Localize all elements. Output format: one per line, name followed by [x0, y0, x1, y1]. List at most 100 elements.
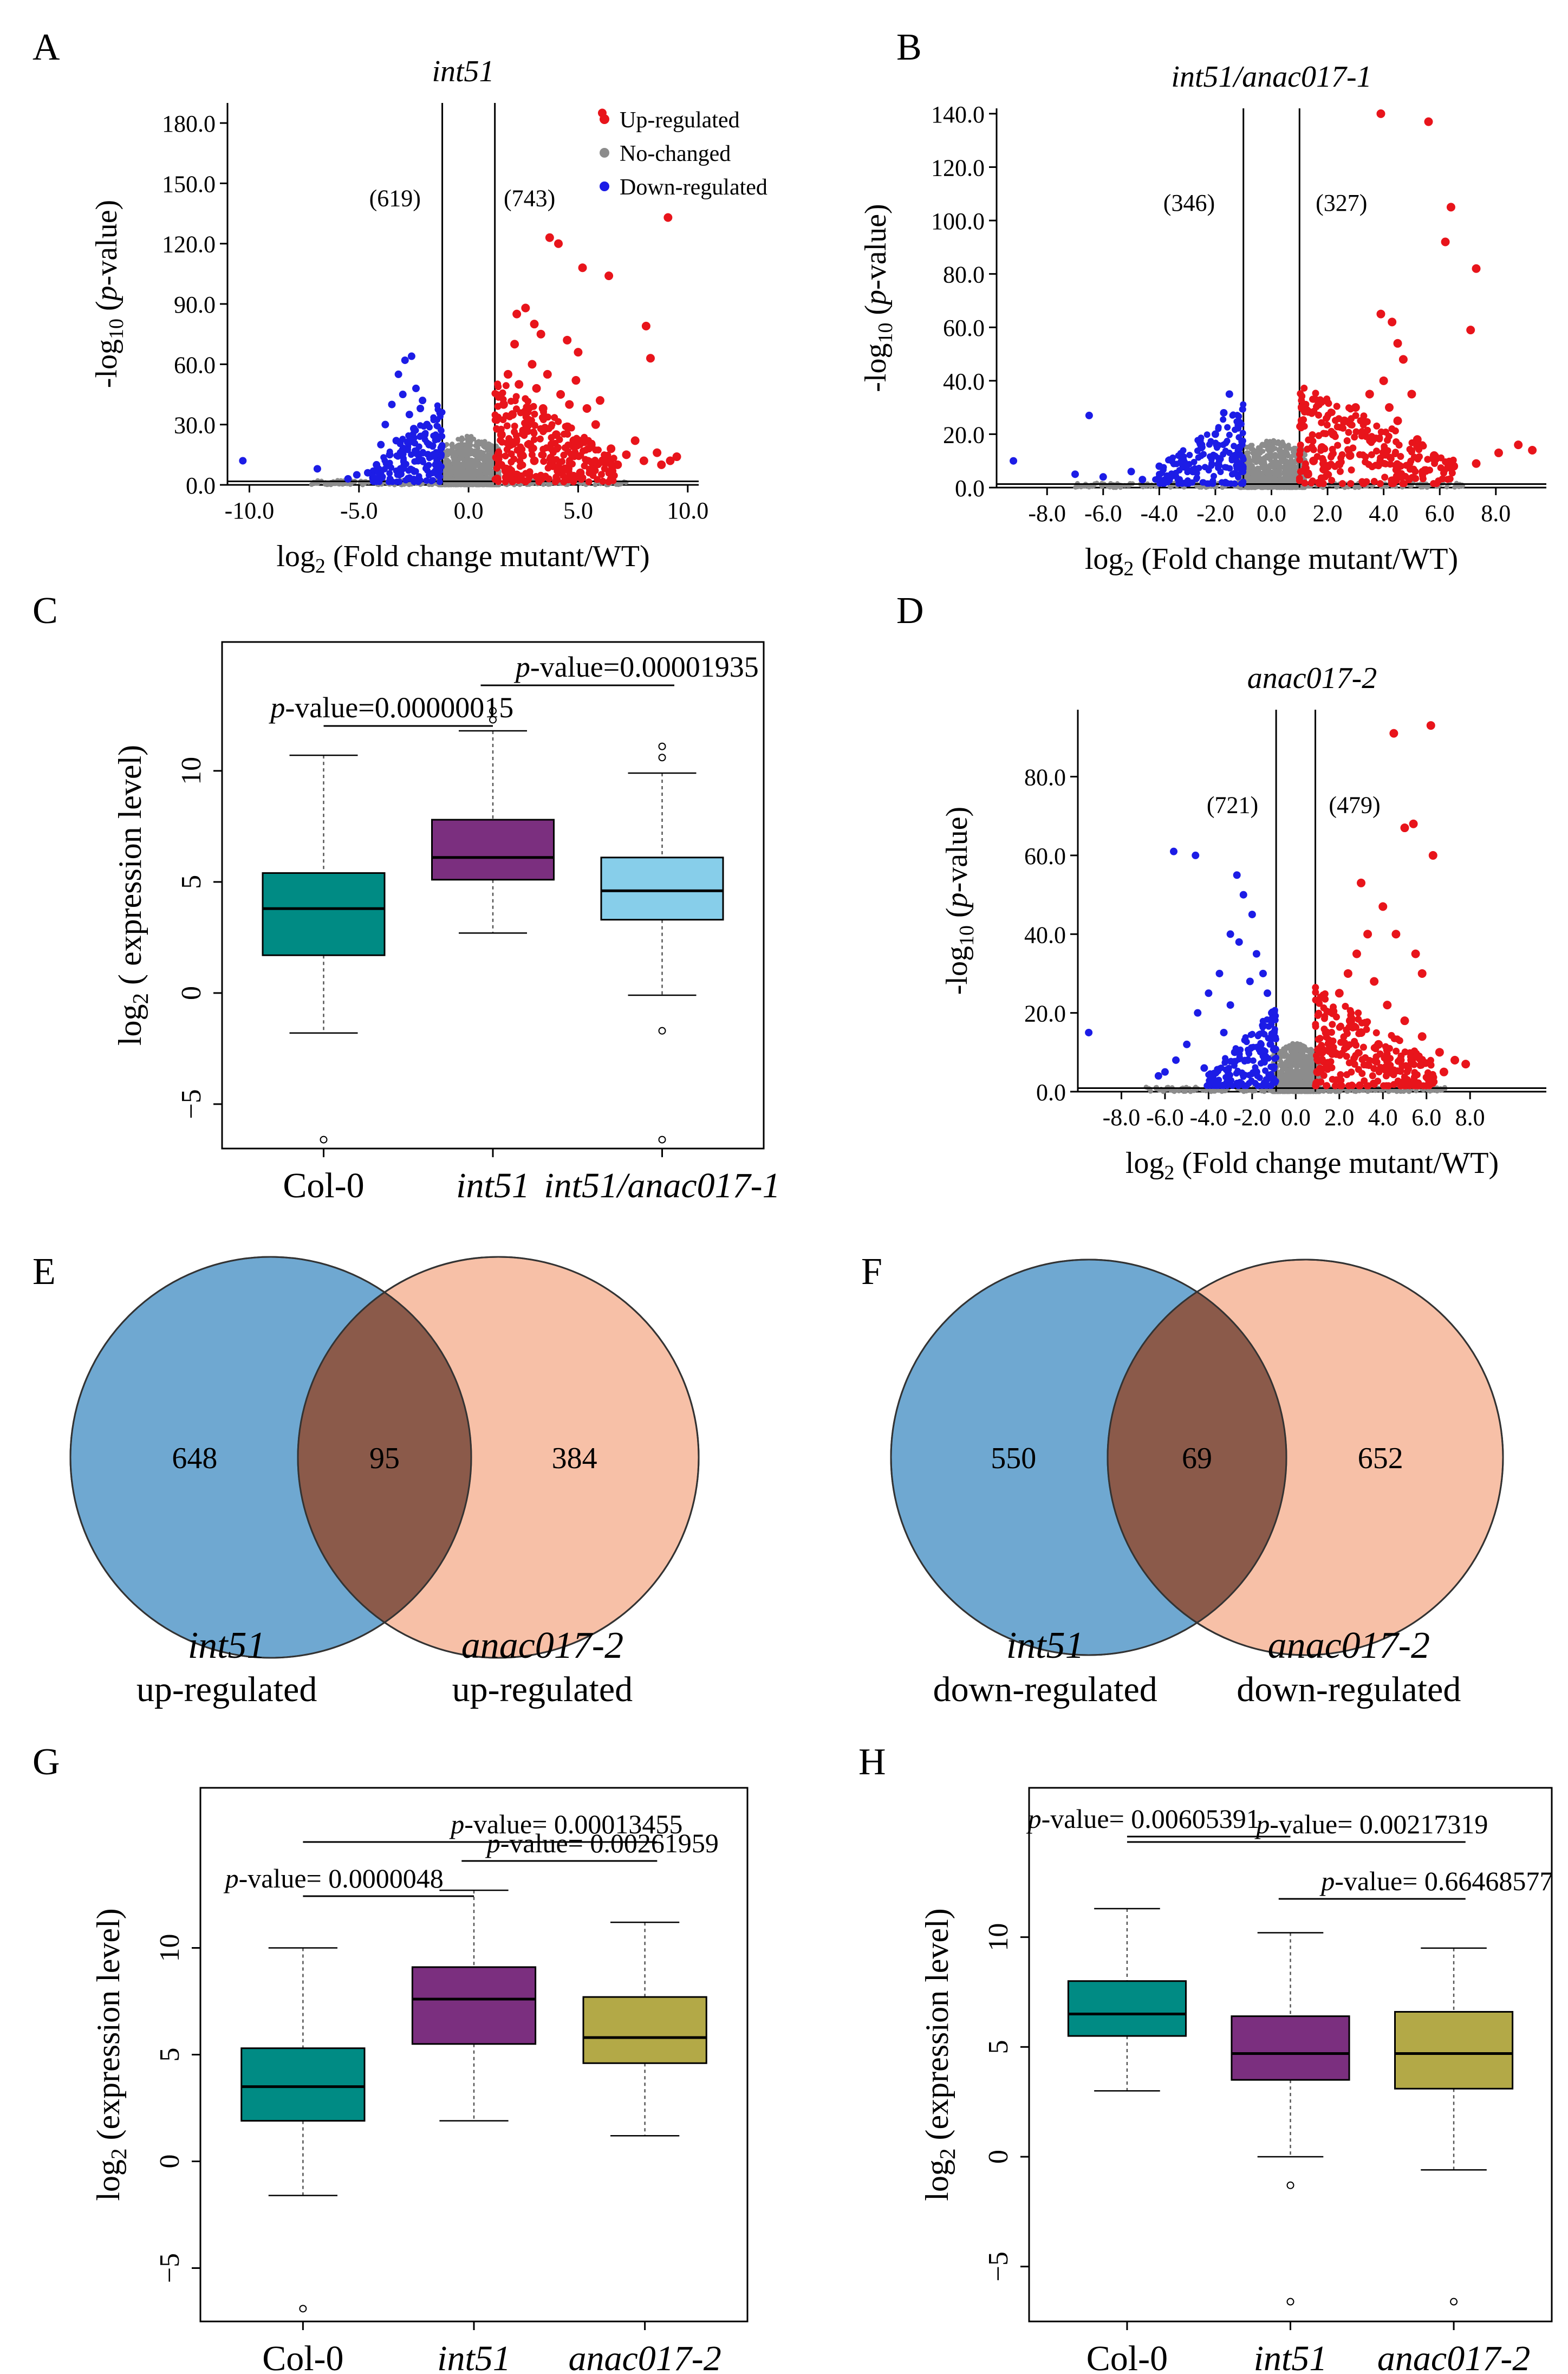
point-up-regulated: [1388, 476, 1395, 484]
x-tick-label: 2.0: [1313, 500, 1343, 527]
point-no-changed: [1278, 457, 1284, 462]
category-label: int51/anac017-1: [544, 1166, 780, 1205]
point-up-regulated: [1312, 390, 1319, 397]
point-no-changed: [483, 456, 488, 461]
point-up-regulated: [1400, 1016, 1409, 1026]
y-tick-label: 10: [176, 757, 207, 785]
point-no-changed: [1290, 1074, 1296, 1080]
point-up-regulated: [1415, 446, 1423, 453]
point-up-regulated: [1357, 878, 1366, 887]
point-down-regulated: [430, 477, 437, 484]
point-no-changed: [471, 469, 476, 474]
point-up-regulated: [1384, 436, 1391, 444]
point-up-regulated: [508, 458, 515, 466]
point-down-regulated: [313, 465, 321, 473]
point-no-changed: [1073, 484, 1078, 490]
point-down-regulated: [1271, 1016, 1278, 1023]
point-down-regulated: [386, 448, 393, 455]
point-up-regulated: [1296, 456, 1304, 464]
point-down-regulated: [1233, 1079, 1240, 1086]
point-up-regulated: [1450, 1055, 1460, 1065]
point-up-regulated: [581, 462, 588, 470]
point-up-regulated: [597, 471, 605, 478]
point-down-regulated: [405, 437, 412, 444]
point-up-regulated: [1300, 384, 1308, 392]
point-no-changed: [1455, 483, 1461, 489]
point-up-regulated: [1309, 431, 1316, 439]
point-up-regulated: [494, 403, 502, 410]
point-no-changed: [455, 473, 460, 479]
point-up-regulated: [571, 376, 581, 385]
point-up-regulated: [565, 400, 574, 409]
point-no-changed: [1266, 449, 1272, 454]
outlier: [658, 754, 666, 762]
point-up-regulated: [1417, 1032, 1427, 1041]
panel-letter-c: C: [32, 590, 58, 632]
y-tick-label: 40.0: [943, 368, 985, 395]
point-up-regulated: [1387, 460, 1394, 468]
point-no-changed: [451, 457, 457, 462]
point-up-regulated: [1342, 1002, 1349, 1010]
point-up-regulated: [1313, 453, 1321, 460]
point-down-regulated: [406, 474, 413, 481]
point-up-regulated: [1343, 437, 1351, 445]
point-up-regulated: [1298, 392, 1306, 400]
point-no-changed: [1246, 455, 1252, 460]
point-down-regulated: [415, 473, 422, 480]
point-up-regulated: [1297, 468, 1304, 476]
point-down-regulated: [433, 449, 440, 456]
point-no-changed: [1271, 463, 1276, 468]
point-up-regulated: [522, 470, 530, 477]
point-up-regulated: [1343, 969, 1352, 978]
y-tick-label: 60.0: [1024, 843, 1066, 870]
point-down-regulated: [1214, 461, 1221, 468]
x-tick-label: 4.0: [1369, 500, 1398, 527]
point-up-regulated: [1321, 990, 1329, 998]
point-up-regulated: [1317, 446, 1325, 454]
point-no-changed: [1261, 465, 1266, 471]
point-up-regulated: [663, 213, 673, 222]
point-no-changed: [489, 443, 495, 448]
point-up-regulated: [556, 436, 563, 443]
point-up-regulated: [1368, 439, 1375, 446]
point-up-regulated: [601, 465, 608, 472]
point-up-regulated: [1408, 447, 1416, 455]
point-no-changed: [1168, 484, 1173, 490]
point-up-regulated: [1315, 478, 1322, 486]
point-down-regulated: [1252, 1064, 1259, 1071]
point-up-regulated: [607, 444, 616, 453]
x-tick-label: -4.0: [1190, 1104, 1228, 1131]
point-down-regulated: [1257, 1060, 1264, 1067]
point-down-regulated: [1240, 401, 1247, 408]
point-down-regulated: [1193, 470, 1200, 477]
point-up-regulated: [554, 467, 561, 475]
point-no-changed: [1281, 470, 1287, 476]
point-up-regulated: [1372, 1029, 1380, 1036]
point-down-regulated: [1218, 479, 1225, 486]
point-down-regulated: [1233, 871, 1241, 879]
point-up-regulated: [532, 384, 541, 393]
point-no-changed: [455, 450, 460, 455]
point-no-changed: [456, 482, 461, 487]
point-up-regulated: [1309, 437, 1317, 445]
point-up-regulated: [1441, 237, 1450, 247]
point-no-changed: [485, 444, 491, 449]
point-up-regulated: [503, 439, 511, 447]
point-up-regulated: [512, 309, 522, 319]
point-down-regulated: [1263, 1076, 1270, 1083]
point-up-regulated: [1411, 468, 1419, 475]
point-up-regulated: [1336, 1023, 1343, 1031]
point-no-changed: [1284, 463, 1290, 469]
point-up-regulated: [528, 446, 536, 453]
point-up-regulated: [1472, 459, 1481, 468]
point-up-regulated: [1328, 477, 1336, 484]
point-no-changed: [1246, 459, 1251, 464]
point-up-regulated: [597, 458, 605, 466]
point-down-regulated: [412, 458, 419, 465]
point-up-regulated: [1387, 455, 1395, 462]
point-no-changed: [1254, 476, 1260, 481]
point-no-changed: [1199, 484, 1204, 490]
point-no-changed: [1269, 452, 1274, 458]
point-no-changed: [1266, 484, 1272, 489]
